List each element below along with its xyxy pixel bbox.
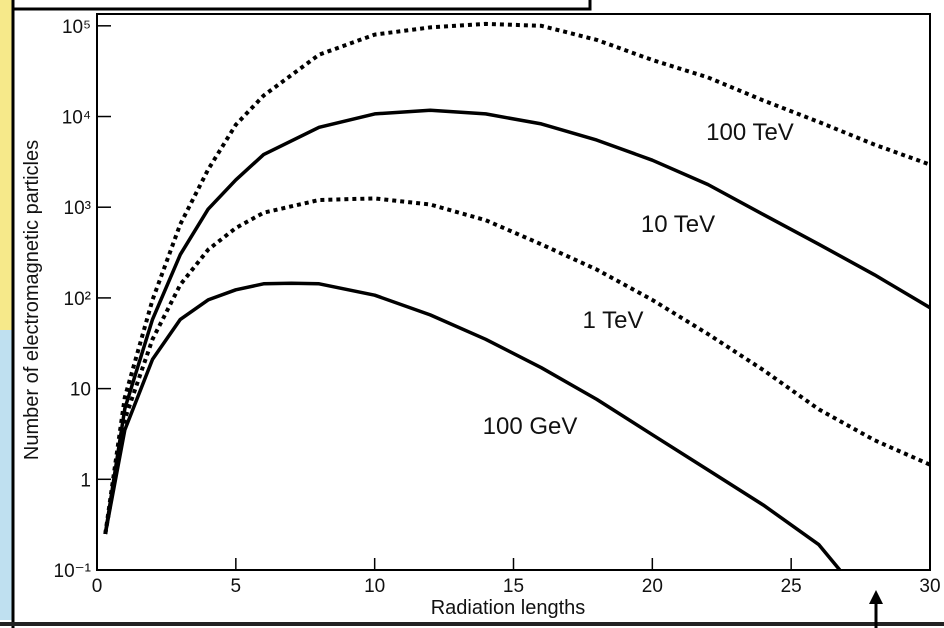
x-tick-label: 0	[92, 576, 103, 597]
y-tick-label: 10²	[64, 289, 91, 310]
y-tick-label: 1	[80, 470, 91, 491]
series-label: 10 TeV	[641, 211, 715, 238]
y-tick-label: 10³	[64, 198, 91, 219]
arrow-head	[869, 590, 883, 604]
y-tick-label: 10	[70, 380, 91, 401]
x-tick-label: 10	[364, 576, 385, 597]
frame-line	[13, 0, 592, 11]
y-tick-label: 10⁴	[62, 108, 91, 129]
side-strip	[0, 330, 12, 620]
x-axis-label: Radiation lengths	[431, 597, 586, 619]
line	[103, 108, 930, 535]
x-tick-label: 20	[642, 576, 663, 597]
x-tick-label: 5	[231, 576, 242, 597]
series-label: 100 GeV	[483, 413, 578, 440]
side-strip	[0, 0, 12, 330]
y-tick-label: 10⁻¹	[54, 561, 92, 582]
y-axis-label: Number of electromagnetic particles	[21, 140, 43, 460]
series-label: 1 TeV	[583, 307, 644, 334]
series-label: 100 TeV	[706, 119, 794, 146]
y-tick-label: 10⁵	[62, 17, 91, 38]
line	[103, 281, 842, 570]
line	[103, 21, 930, 535]
x-tick-label: 15	[503, 576, 524, 597]
x-tick-label: 30	[919, 576, 940, 597]
x-tick-label: 25	[781, 576, 802, 597]
